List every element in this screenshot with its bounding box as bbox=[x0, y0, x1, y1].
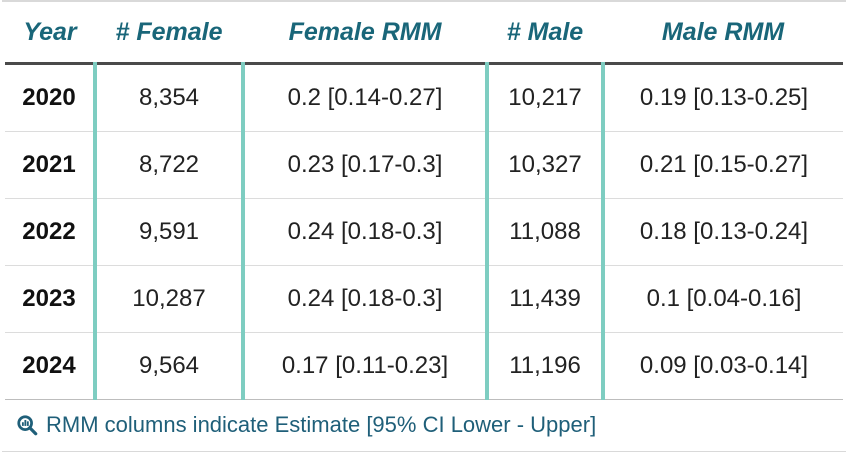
column-header-male-rmm: Male RMM bbox=[603, 2, 843, 65]
cell-male-count: 11,439 bbox=[485, 265, 603, 333]
cell-male-rmm: 0.21 [0.15-0.27] bbox=[601, 131, 843, 199]
cell-female-rmm: 0.17 [0.11-0.23] bbox=[241, 332, 487, 400]
column-header-male-count: # Male bbox=[487, 2, 603, 65]
cell-male-count: 10,327 bbox=[485, 131, 603, 199]
table-row: 2024 9,564 0.17 [0.11-0.23] 11,196 0.09 … bbox=[5, 332, 843, 400]
cell-male-count: 10,217 bbox=[485, 63, 603, 132]
cell-male-rmm: 0.09 [0.03-0.14] bbox=[601, 332, 843, 400]
cell-male-count: 11,088 bbox=[485, 198, 603, 266]
cell-female-rmm: 0.23 [0.17-0.3] bbox=[241, 131, 487, 199]
cell-female-count: 8,354 bbox=[93, 63, 243, 132]
cell-female-count: 10,287 bbox=[93, 265, 243, 333]
table-row: 2020 8,354 0.2 [0.14-0.27] 10,217 0.19 [… bbox=[5, 63, 843, 132]
column-header-year: Year bbox=[5, 2, 95, 65]
cell-female-count: 8,722 bbox=[93, 131, 243, 199]
cell-year: 2024 bbox=[5, 332, 95, 400]
magnifier-chart-icon bbox=[17, 415, 38, 436]
cell-female-rmm: 0.24 [0.18-0.3] bbox=[241, 265, 487, 333]
data-table: Year # Female Female RMM # Male Male RMM… bbox=[5, 2, 843, 400]
footnote-text: RMM columns indicate Estimate [95% CI Lo… bbox=[46, 412, 597, 437]
table-row: 2022 9,591 0.24 [0.18-0.3] 11,088 0.18 [… bbox=[5, 198, 843, 266]
cell-male-rmm: 0.19 [0.13-0.25] bbox=[601, 63, 843, 132]
column-header-female-count: # Female bbox=[95, 2, 243, 65]
table-row: 2021 8,722 0.23 [0.17-0.3] 10,327 0.21 [… bbox=[5, 131, 843, 199]
cell-year: 2023 bbox=[5, 265, 95, 333]
cell-female-count: 9,564 bbox=[93, 332, 243, 400]
column-header-female-rmm: Female RMM bbox=[243, 2, 487, 65]
table-row: 2023 10,287 0.24 [0.18-0.3] 11,439 0.1 [… bbox=[5, 265, 843, 333]
cell-male-rmm: 0.18 [0.13-0.24] bbox=[601, 198, 843, 266]
footnote: RMM columns indicate Estimate [95% CI Lo… bbox=[16, 412, 596, 438]
cell-year: 2021 bbox=[5, 131, 95, 199]
cell-male-rmm: 0.1 [0.04-0.16] bbox=[601, 265, 843, 333]
cell-female-rmm: 0.2 [0.14-0.27] bbox=[241, 63, 487, 132]
cell-year: 2022 bbox=[5, 198, 95, 266]
cell-female-count: 9,591 bbox=[93, 198, 243, 266]
cell-year: 2020 bbox=[5, 63, 95, 132]
cell-female-rmm: 0.24 [0.18-0.3] bbox=[241, 198, 487, 266]
header-row: Year # Female Female RMM # Male Male RMM bbox=[5, 2, 843, 65]
cell-male-count: 11,196 bbox=[485, 332, 603, 400]
